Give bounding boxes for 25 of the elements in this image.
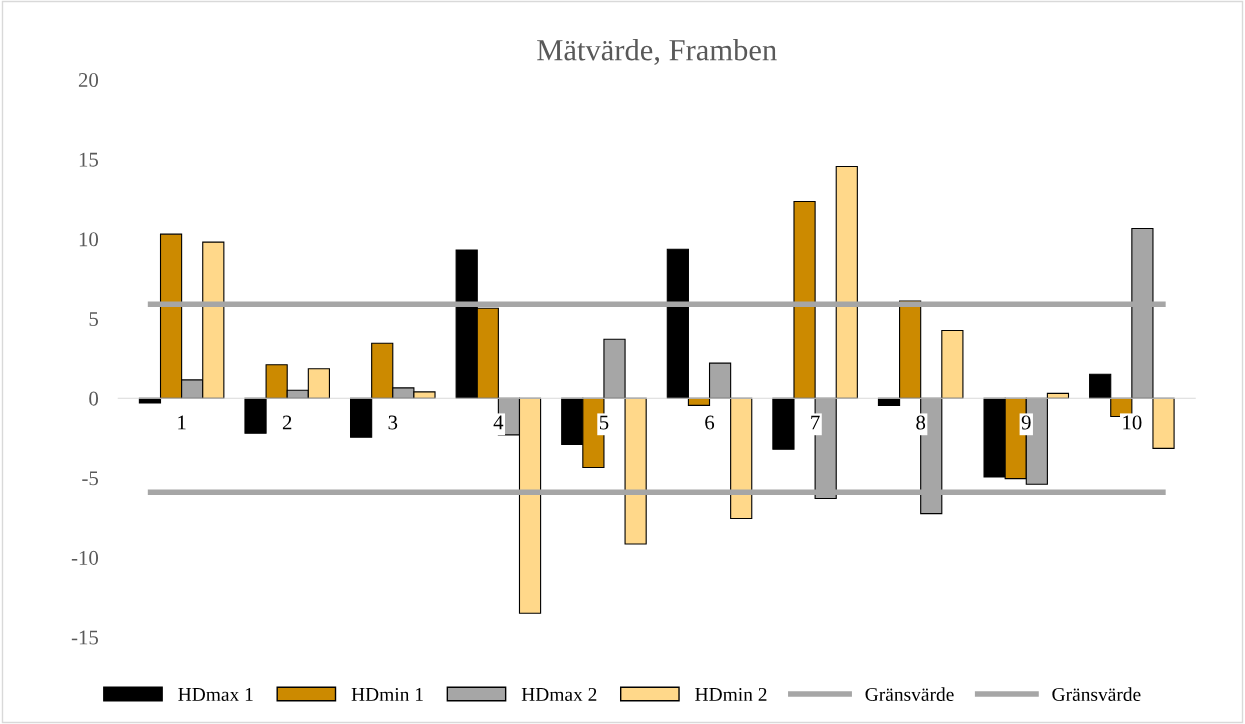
y-tick-label: -10 [71, 550, 99, 565]
x-tick-label: 4 [493, 415, 504, 430]
legend-label: HDmin 2 [695, 687, 767, 701]
chart-title: Mätvärde, Framben [537, 38, 777, 65]
x-tick-label: 1 [178, 415, 186, 430]
legend-label: Gränsvärde [1052, 687, 1141, 701]
y-tick-label: 5 [89, 312, 99, 326]
x-tick-label: 2 [282, 415, 292, 430]
x-tick-label: 10 [1123, 415, 1142, 430]
y-tick-label: 15 [79, 152, 99, 167]
legend-label: HDmin 1 [351, 687, 423, 701]
y-tick-label: 0 [89, 391, 99, 406]
x-tick-label: 9 [1021, 415, 1031, 430]
x-tick-label: 6 [705, 415, 715, 430]
y-tick-label: 20 [78, 73, 99, 88]
y-tick-label: -5 [82, 471, 99, 486]
x-tick-label: 3 [388, 415, 398, 430]
x-tick-label: 8 [916, 415, 926, 430]
y-tick-label: -15 [71, 630, 99, 645]
legend-label: HDmax 1 [178, 687, 253, 701]
x-tick-label: 7 [811, 415, 820, 430]
x-tick-label: 5 [599, 415, 609, 430]
y-tick-label: 10 [79, 232, 99, 247]
legend-label: HDmax 2 [521, 687, 597, 701]
legend-label: Gränsvärde [865, 687, 954, 701]
